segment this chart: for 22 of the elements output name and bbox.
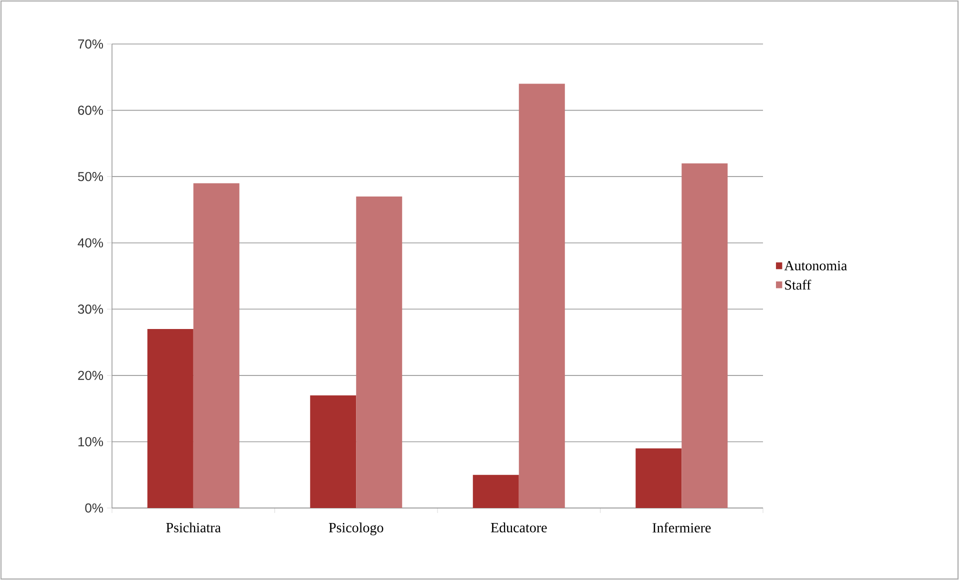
- bar: [310, 395, 356, 508]
- y-tick-label: 60%: [78, 106, 104, 115]
- bar: [147, 329, 194, 508]
- y-tick-label: 10%: [78, 437, 104, 446]
- bar: [193, 183, 240, 508]
- bar: [356, 196, 402, 508]
- bar: [518, 84, 565, 508]
- bar: [472, 474, 519, 508]
- y-tick-label: 30%: [78, 304, 104, 314]
- y-tick-label: 70%: [78, 39, 104, 49]
- y-tick-label: 0%: [85, 503, 104, 513]
- bar: [636, 448, 682, 508]
- x-tick-label: Psichiatra: [166, 522, 221, 532]
- x-tick-label: Psicologo: [328, 522, 384, 536]
- y-tick-label: 50%: [78, 172, 104, 182]
- bar: [682, 163, 728, 508]
- x-tick-label: Infermiere: [652, 522, 711, 533]
- y-tick-label: 40%: [78, 238, 104, 248]
- legend-label: Staff: [785, 280, 812, 290]
- x-tick-label: Educatore: [490, 522, 547, 532]
- legend-label: Autonomia: [784, 260, 847, 270]
- y-tick-label: 20%: [78, 370, 104, 380]
